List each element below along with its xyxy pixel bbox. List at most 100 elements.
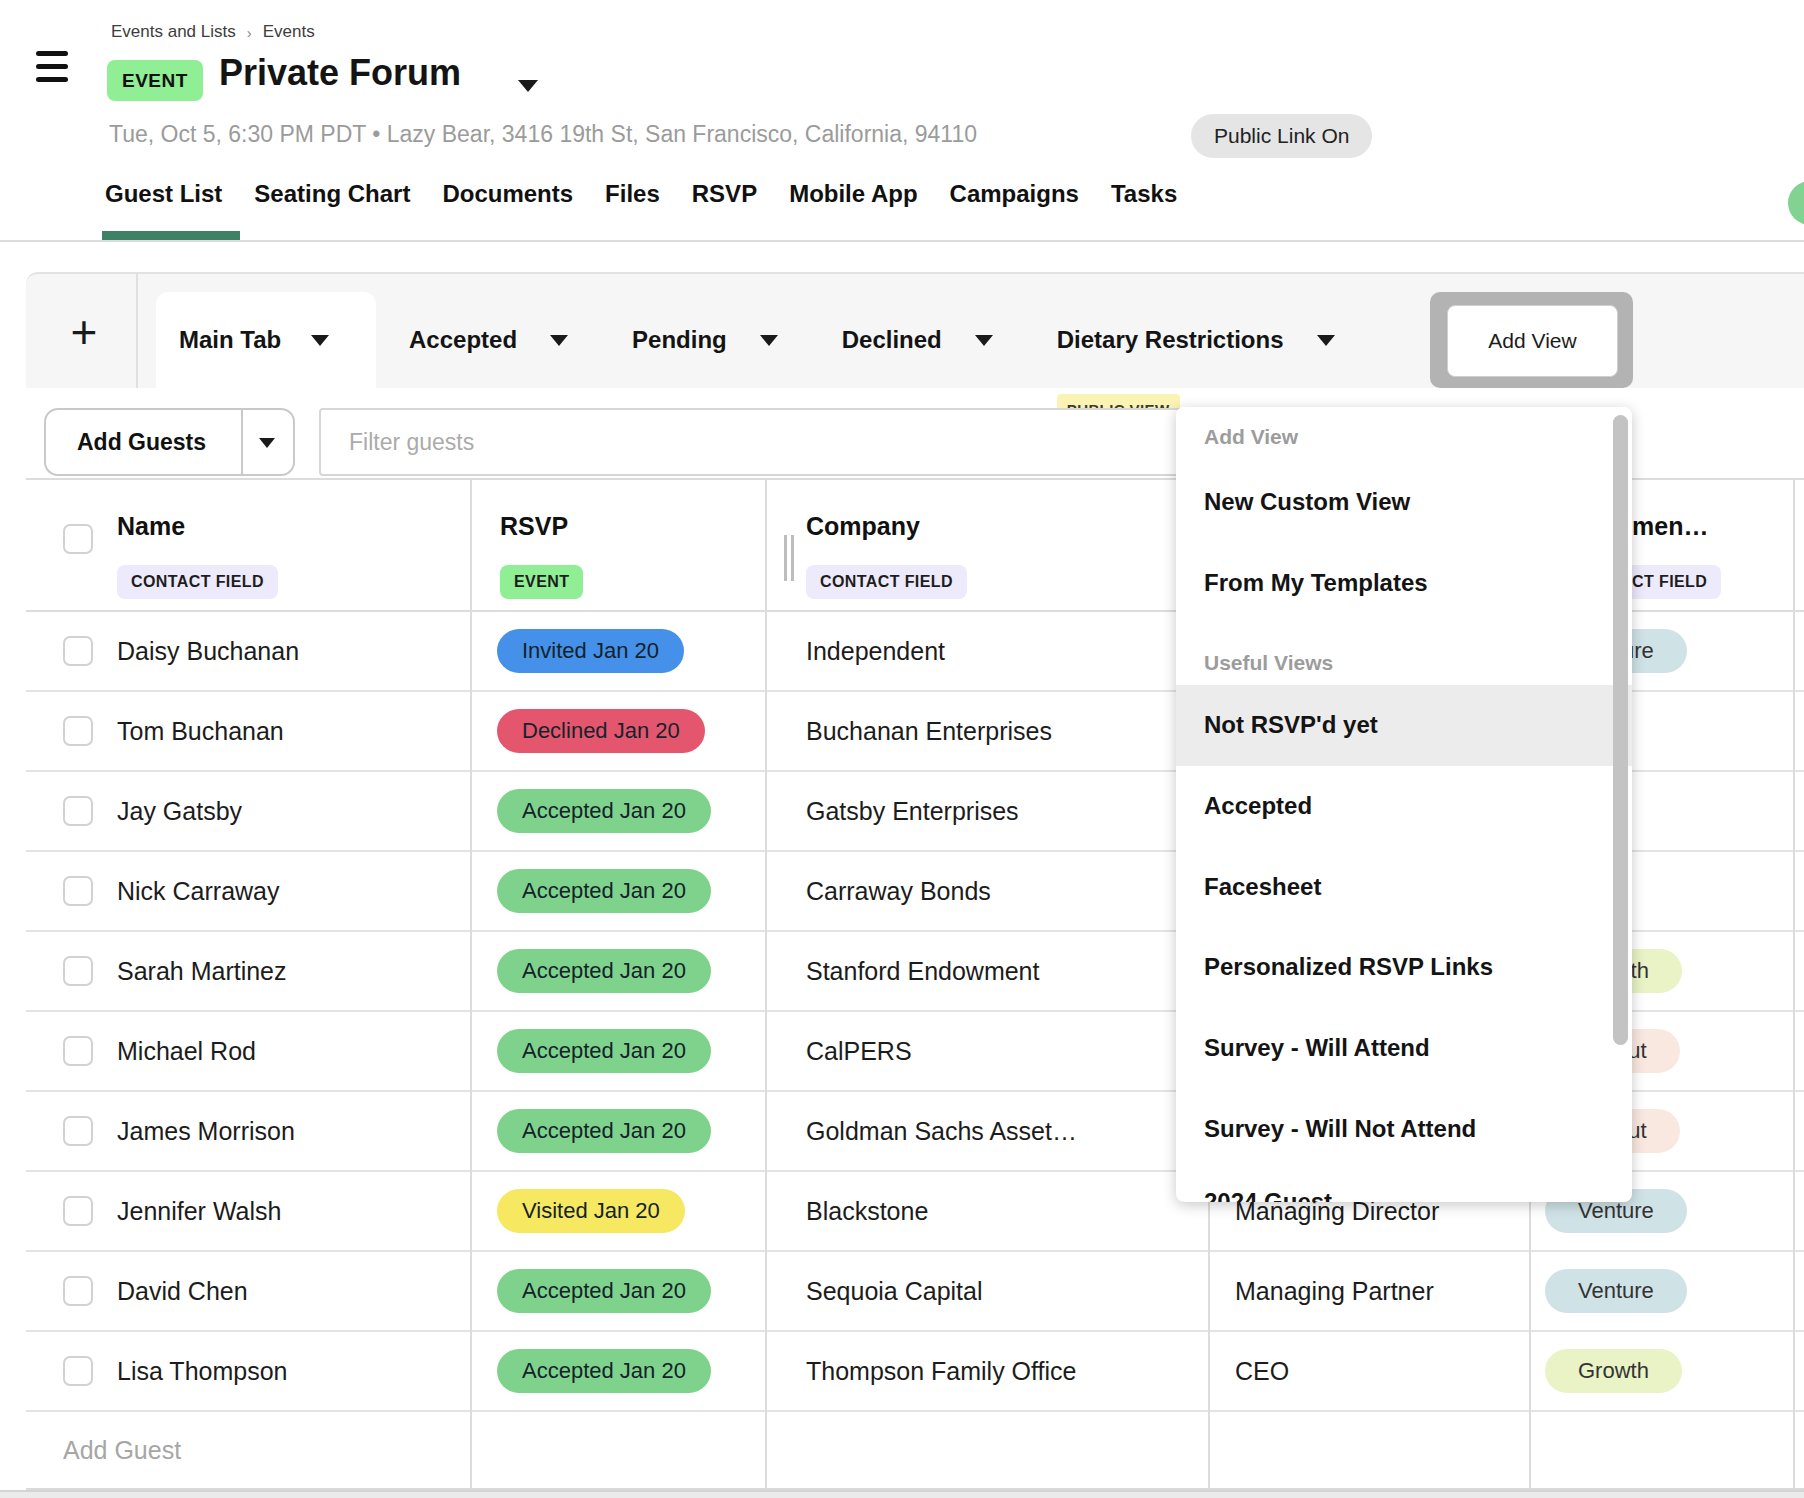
add-guests-button[interactable]: Add Guests — [44, 408, 295, 476]
nav-tab-mobile-app[interactable]: Mobile App — [789, 180, 917, 208]
rsvp-status-pill[interactable]: Accepted Jan 20 — [497, 1349, 711, 1393]
table-row: David Chen Accepted Jan 20 Sequoia Capit… — [26, 1252, 1804, 1332]
chevron-down-icon[interactable] — [311, 335, 329, 346]
dropdown-scrollbar[interactable] — [1613, 415, 1628, 1045]
rsvp-status-pill[interactable]: Accepted Jan 20 — [497, 1029, 711, 1073]
add-guest-placeholder[interactable]: Add Guest — [63, 1412, 181, 1488]
row-checkbox[interactable] — [63, 1036, 93, 1066]
title-cell[interactable]: CEO — [1235, 1332, 1289, 1410]
guest-name-cell[interactable]: Lisa Thompson — [117, 1332, 287, 1410]
nav-tab-guest-list[interactable]: Guest List — [105, 180, 222, 208]
view-tab-pending[interactable]: Pending — [632, 326, 778, 354]
dropdown-item-from-my-templates[interactable]: From My Templates — [1204, 568, 1428, 598]
column-border — [765, 478, 767, 1490]
row-checkbox[interactable] — [63, 636, 93, 666]
chevron-down-icon[interactable] — [975, 335, 993, 346]
breadcrumb-current[interactable]: Events — [263, 22, 315, 42]
guest-name-cell[interactable]: Daisy Buchanan — [117, 612, 299, 690]
avatar[interactable] — [1788, 181, 1804, 225]
chevron-down-icon[interactable] — [550, 335, 568, 346]
company-cell[interactable]: Sequoia Capital — [806, 1252, 983, 1330]
guest-name-cell[interactable]: Michael Rod — [117, 1012, 256, 1090]
segment-pill[interactable]: Venture — [1545, 1269, 1687, 1313]
row-checkbox[interactable] — [63, 716, 93, 746]
view-tab-label: Dietary Restrictions — [1057, 326, 1284, 354]
footer-band — [0, 1490, 1804, 1498]
rsvp-status-pill[interactable]: Accepted Jan 20 — [497, 869, 711, 913]
hamburger-menu-icon[interactable] — [36, 51, 68, 82]
chevron-down-icon[interactable] — [1317, 335, 1335, 346]
title-cell[interactable]: Managing Partner — [1235, 1252, 1434, 1330]
segment-pill[interactable]: Growth — [1545, 1349, 1682, 1393]
column-header-segment-partial[interactable]: men… — [1632, 512, 1708, 541]
dropdown-item-new-custom-view[interactable]: New Custom View — [1204, 487, 1410, 517]
nav-separator — [0, 240, 1804, 242]
company-cell[interactable]: Goldman Sachs Asset… — [806, 1092, 1077, 1170]
nav-tab-tasks[interactable]: Tasks — [1111, 180, 1177, 208]
tab-strip-divider — [136, 274, 138, 388]
company-cell[interactable]: Thompson Family Office — [806, 1332, 1076, 1410]
company-cell[interactable]: Stanford Endowment — [806, 932, 1039, 1010]
dropdown-item-2024-guest[interactable]: 2024 Guest — [1204, 1187, 1332, 1202]
company-field-type-badge: CONTACT FIELD — [806, 565, 967, 599]
nav-tab-documents[interactable]: Documents — [442, 180, 573, 208]
column-header-rsvp[interactable]: RSVP — [500, 512, 568, 541]
nav-tab-seating-chart[interactable]: Seating Chart — [254, 180, 410, 208]
public-link-badge[interactable]: Public Link On — [1191, 114, 1372, 158]
rsvp-status-pill[interactable]: Accepted Jan 20 — [497, 949, 711, 993]
guest-name-cell[interactable]: Sarah Martinez — [117, 932, 287, 1010]
rsvp-status-pill[interactable]: Accepted Jan 20 — [497, 1109, 711, 1153]
row-checkbox[interactable] — [63, 1356, 93, 1386]
company-cell[interactable]: Gatsby Enterprises — [806, 772, 1019, 850]
rsvp-status-pill[interactable]: Invited Jan 20 — [497, 629, 684, 673]
company-cell[interactable]: CalPERS — [806, 1012, 912, 1090]
dropdown-item-personalized-rsvp-links[interactable]: Personalized RSVP Links — [1204, 952, 1493, 982]
company-cell[interactable]: Blackstone — [806, 1172, 928, 1250]
guest-name-cell[interactable]: Tom Buchanan — [117, 692, 284, 770]
row-checkbox[interactable] — [63, 1276, 93, 1306]
row-checkbox[interactable] — [63, 956, 93, 986]
rsvp-status-pill[interactable]: Visited Jan 20 — [497, 1189, 685, 1233]
column-resize-handle-icon[interactable] — [784, 535, 795, 581]
dropdown-item-facesheet[interactable]: Facesheet — [1204, 872, 1321, 902]
dropdown-item-accepted[interactable]: Accepted — [1204, 791, 1312, 821]
view-tab-dietary-restrictions[interactable]: Dietary RestrictionsPUBLIC VIEW — [1057, 326, 1335, 354]
breadcrumb-parent[interactable]: Events and Lists — [111, 22, 236, 42]
row-checkbox[interactable] — [63, 1116, 93, 1146]
view-tab-declined[interactable]: Declined — [842, 326, 993, 354]
guest-name-cell[interactable]: Nick Carraway — [117, 852, 280, 930]
add-tab-button[interactable]: + — [58, 306, 110, 358]
nav-tab-rsvp[interactable]: RSVP — [692, 180, 757, 208]
guest-name-cell[interactable]: Jennifer Walsh — [117, 1172, 281, 1250]
row-checkbox[interactable] — [63, 1196, 93, 1226]
chevron-down-icon[interactable] — [760, 335, 778, 346]
dropdown-item-survey-will-attend[interactable]: Survey - Will Attend — [1204, 1033, 1430, 1063]
rsvp-status-pill[interactable]: Accepted Jan 20 — [497, 1269, 711, 1313]
tab-main-tab[interactable]: Main Tab — [156, 292, 376, 388]
add-guests-caret-icon[interactable] — [259, 438, 275, 448]
nav-tab-files[interactable]: Files — [605, 180, 660, 208]
page-title: Private Forum — [219, 52, 461, 94]
row-checkbox[interactable] — [63, 876, 93, 906]
company-cell[interactable]: Buchanan Enterprises — [806, 692, 1052, 770]
rsvp-status-pill[interactable]: Accepted Jan 20 — [497, 789, 711, 833]
company-cell[interactable]: Independent — [806, 612, 945, 690]
nav-tab-campaigns[interactable]: Campaigns — [950, 180, 1079, 208]
rsvp-status-pill[interactable]: Declined Jan 20 — [497, 709, 705, 753]
rsvp-field-type-badge: EVENT — [500, 565, 583, 599]
dropdown-item-not-rsvp-d-yet[interactable]: Not RSVP'd yet — [1204, 710, 1378, 740]
add-view-dropdown-menu: Add ViewNew Custom ViewFrom My Templates… — [1176, 407, 1632, 1202]
guest-name-cell[interactable]: David Chen — [117, 1252, 248, 1330]
row-checkbox[interactable] — [63, 796, 93, 826]
guest-name-cell[interactable]: Jay Gatsby — [117, 772, 242, 850]
column-header-name[interactable]: Name — [117, 512, 185, 541]
add-view-button[interactable]: Add View — [1447, 305, 1618, 377]
add-guest-row[interactable]: Add Guest — [26, 1412, 1804, 1490]
column-header-company[interactable]: Company — [806, 512, 920, 541]
dropdown-item-survey-will-not-attend[interactable]: Survey - Will Not Attend — [1204, 1114, 1476, 1144]
view-tab-accepted[interactable]: Accepted — [409, 326, 568, 354]
guest-name-cell[interactable]: James Morrison — [117, 1092, 295, 1170]
title-dropdown-caret-icon[interactable] — [518, 80, 538, 92]
select-all-checkbox[interactable] — [63, 524, 93, 554]
company-cell[interactable]: Carraway Bonds — [806, 852, 991, 930]
